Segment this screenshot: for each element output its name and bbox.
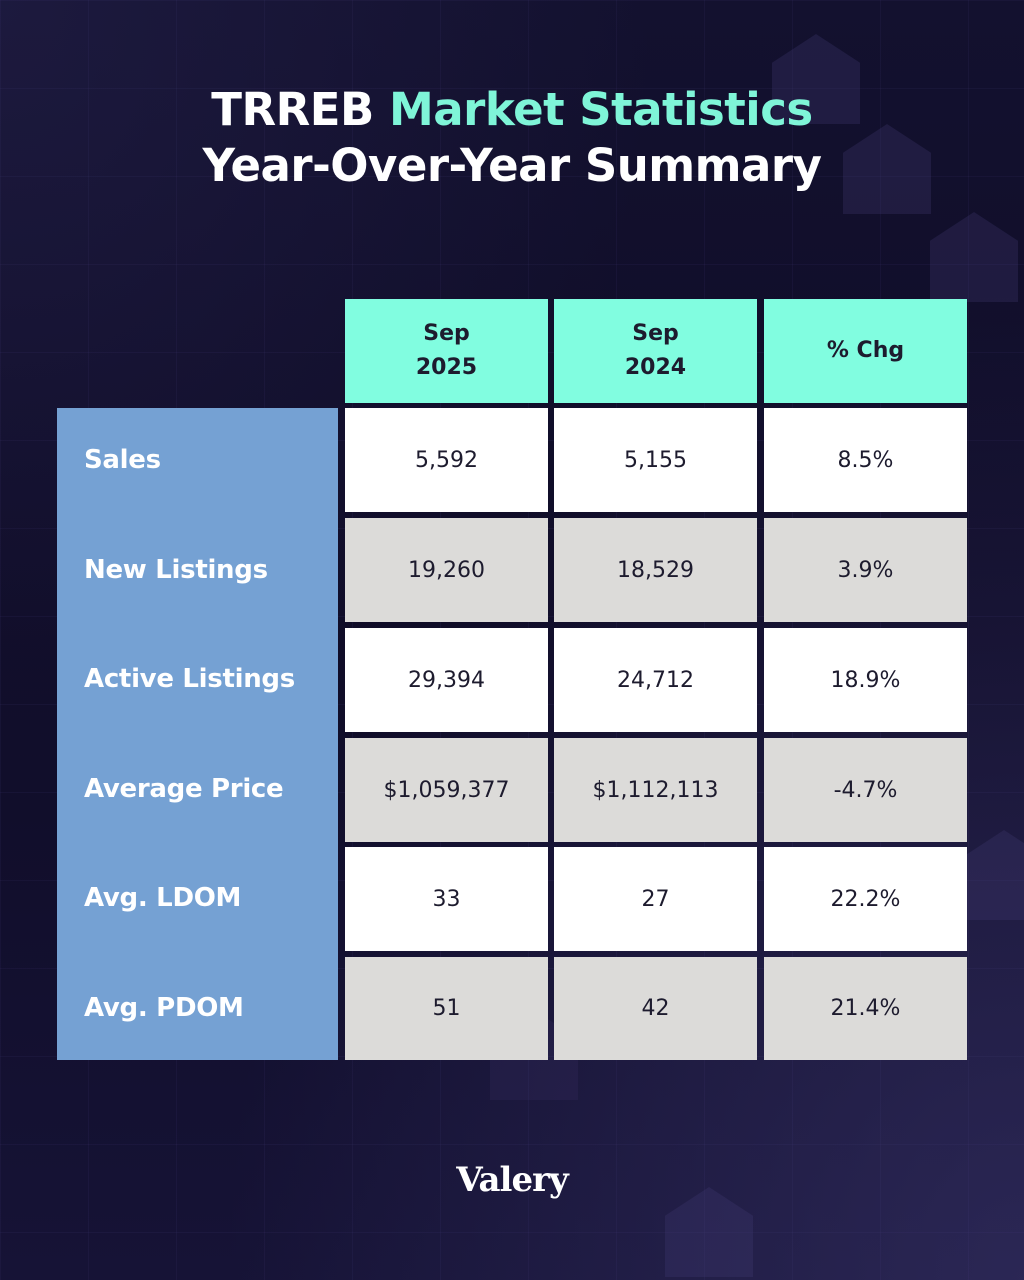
cell-sep-2024: $1,112,113 <box>554 738 757 842</box>
column-header-pct-change: % Chg <box>764 299 967 403</box>
cell-pct-change: 22.2% <box>764 847 967 951</box>
row-label-avg-pdom: Avg. PDOM <box>84 993 244 1023</box>
title-line-1: TRREB Market Statistics <box>0 82 1024 138</box>
column-header-year: 2024 <box>624 355 687 380</box>
cell-sep-2025: 5,592 <box>345 408 548 512</box>
cell-sep-2024: 5,155 <box>554 408 757 512</box>
row-label-avg-ldom: Avg. LDOM <box>84 883 242 913</box>
title-prefix: TRREB <box>211 83 374 136</box>
title-line-2: Year-Over-Year Summary <box>202 139 822 192</box>
cell-sep-2025: 33 <box>345 847 548 951</box>
cell-pct-change: -4.7% <box>764 738 967 842</box>
cell-sep-2025: 51 <box>345 957 548 1060</box>
column-header-sep-2025: Sep 2025 <box>345 299 548 403</box>
column-header-month: Sep <box>632 321 679 346</box>
cell-sep-2024: 42 <box>554 957 757 1060</box>
column-header-month: Sep <box>423 321 470 346</box>
cell-pct-change: 3.9% <box>764 518 967 622</box>
cell-sep-2024: 18,529 <box>554 518 757 622</box>
cell-sep-2025: 29,394 <box>345 628 548 732</box>
brand-logo: Valery <box>456 1160 569 1200</box>
cell-sep-2025: $1,059,377 <box>345 738 548 842</box>
cell-sep-2024: 27 <box>554 847 757 951</box>
row-label-average-price: Average Price <box>84 774 284 804</box>
cell-pct-change: 18.9% <box>764 628 967 732</box>
title-accent: Market Statistics <box>389 83 813 136</box>
column-header-year: 2025 <box>415 355 478 380</box>
cell-pct-change: 21.4% <box>764 957 967 1060</box>
row-label-active-listings: Active Listings <box>84 664 295 694</box>
column-header-sep-2024: Sep 2024 <box>554 299 757 403</box>
cell-sep-2025: 19,260 <box>345 518 548 622</box>
row-label-new-listings: New Listings <box>84 555 268 585</box>
cell-pct-change: 8.5% <box>764 408 967 512</box>
row-label-sales: Sales <box>84 445 161 475</box>
cell-sep-2024: 24,712 <box>554 628 757 732</box>
page-title: TRREB Market Statistics Year-Over-Year S… <box>0 82 1024 194</box>
row-label-column: Sales New Listings Active Listings Avera… <box>57 408 338 1060</box>
column-header-label: % Chg <box>826 338 905 363</box>
